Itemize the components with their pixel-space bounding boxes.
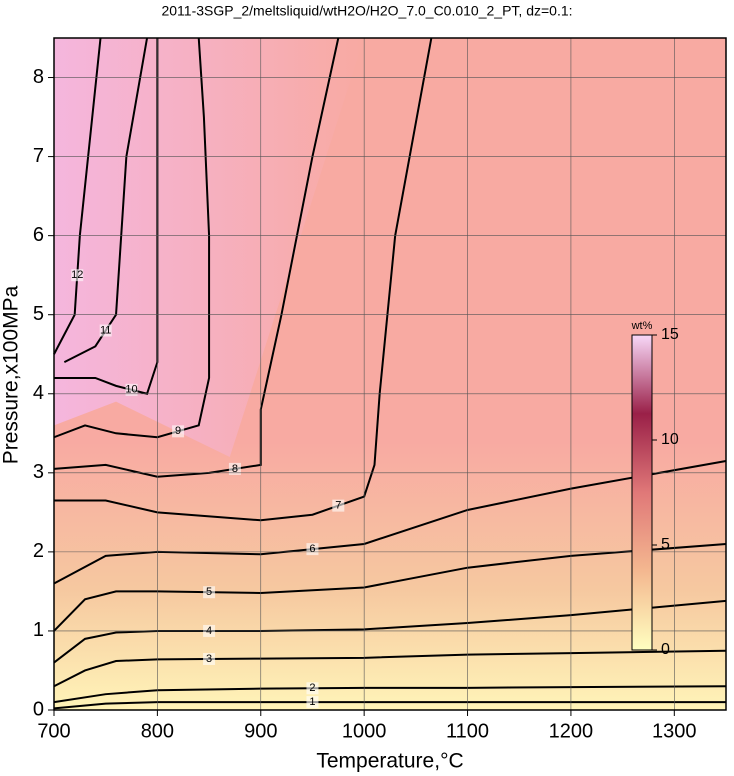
- contour-label-bg: [306, 682, 319, 695]
- contour-label: 12: [71, 269, 83, 281]
- contour-label-bg: [306, 696, 319, 709]
- y-tick-label: 1: [33, 619, 44, 641]
- x-tick-label: 800: [141, 720, 174, 742]
- y-tick-label: 6: [33, 224, 44, 246]
- contour-label-bg: [172, 425, 185, 438]
- contour-label: 7: [335, 500, 341, 512]
- contour-label-bg: [203, 653, 216, 666]
- contour-label: 11: [100, 324, 111, 336]
- contour-label: 3: [206, 653, 212, 665]
- colorbar-label: wt%: [631, 320, 653, 332]
- contour-label: 5: [206, 586, 212, 598]
- colorbar-tick-label: 0: [661, 641, 670, 658]
- contour-label: 6: [309, 543, 315, 555]
- contour-label-bg: [332, 499, 345, 512]
- y-tick-label: 3: [33, 461, 44, 483]
- x-axis-label: Temperature,°C: [316, 750, 463, 773]
- y-tick-label: 8: [33, 66, 44, 88]
- colorbar-tick-label: 5: [661, 536, 670, 553]
- x-tick-label: 1200: [549, 720, 594, 742]
- contour-label: 8: [232, 463, 238, 475]
- x-tick-label: 1000: [342, 720, 387, 742]
- contour-label-bg: [228, 462, 241, 475]
- x-tick-label: 900: [244, 720, 277, 742]
- y-tick-label: 5: [33, 303, 44, 325]
- colorbar: [631, 334, 653, 651]
- y-tick-label: 4: [33, 382, 44, 404]
- x-tick-label: 1300: [652, 720, 697, 742]
- x-tick-label: 700: [37, 720, 70, 742]
- contour-label: 2: [309, 682, 315, 694]
- colorbar-tick-label: 10: [661, 431, 679, 448]
- contour-label: 9: [175, 425, 181, 437]
- x-tick-label: 1100: [446, 720, 489, 742]
- contour-label: 1: [309, 696, 315, 708]
- y-tick-label: 0: [33, 698, 44, 720]
- contour-label: 10: [125, 384, 137, 396]
- contour-label-bg: [203, 586, 216, 599]
- y-tick-label: 2: [33, 540, 44, 562]
- plot-frame: [53, 37, 727, 711]
- contour-label-bg: [125, 383, 138, 396]
- contour-label-bg: [99, 324, 112, 337]
- y-axis-label: Pressure,x100MPa: [0, 285, 23, 464]
- colorbar-tick-label: 15: [661, 326, 679, 343]
- y-tick-label: 7: [33, 145, 44, 167]
- contour-label-bg: [71, 269, 84, 282]
- chart-title: 2011-3SGP_2/meltsliquid/wtH2O/H2O_7.0_C0…: [161, 3, 572, 19]
